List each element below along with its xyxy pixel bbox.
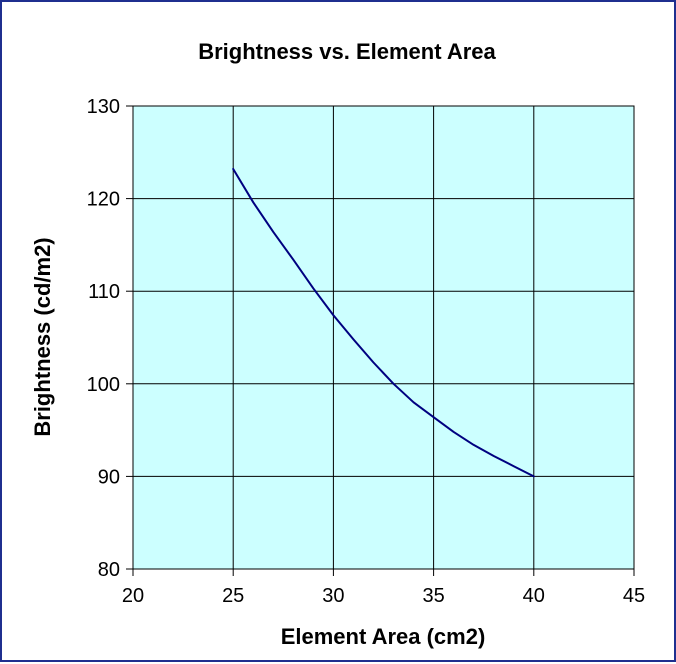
x-axis: 20 25 30 35 40 45 (122, 569, 645, 607)
series-line-0 (232, 167, 535, 478)
x-tick-label: 20 (122, 585, 144, 607)
x-tick-label: 45 (623, 585, 645, 607)
y-tick-label: 100 (87, 374, 120, 396)
x-tick-label: 40 (523, 585, 545, 607)
y-tick-label: 110 (88, 281, 120, 303)
x-axis-title: Element Area (cm2) (281, 624, 486, 649)
x-tick-label: 35 (422, 585, 444, 607)
chart-title: Brightness vs. Element Area (198, 39, 496, 64)
chart-grid (132, 105, 635, 570)
series-layer (232, 167, 535, 478)
y-tick-label: 80 (98, 559, 120, 581)
plot-area (132, 105, 635, 570)
y-tick-label: 120 (87, 189, 120, 211)
y-tick-label: 90 (98, 466, 120, 488)
y-axis-title: Brightness (cd/m2) (30, 237, 55, 436)
y-axis: 80 90 100 110 120 130 (87, 96, 133, 581)
x-tick-label: 30 (322, 585, 344, 607)
x-tick-label: 25 (222, 585, 244, 607)
y-tick-label: 130 (87, 96, 120, 118)
